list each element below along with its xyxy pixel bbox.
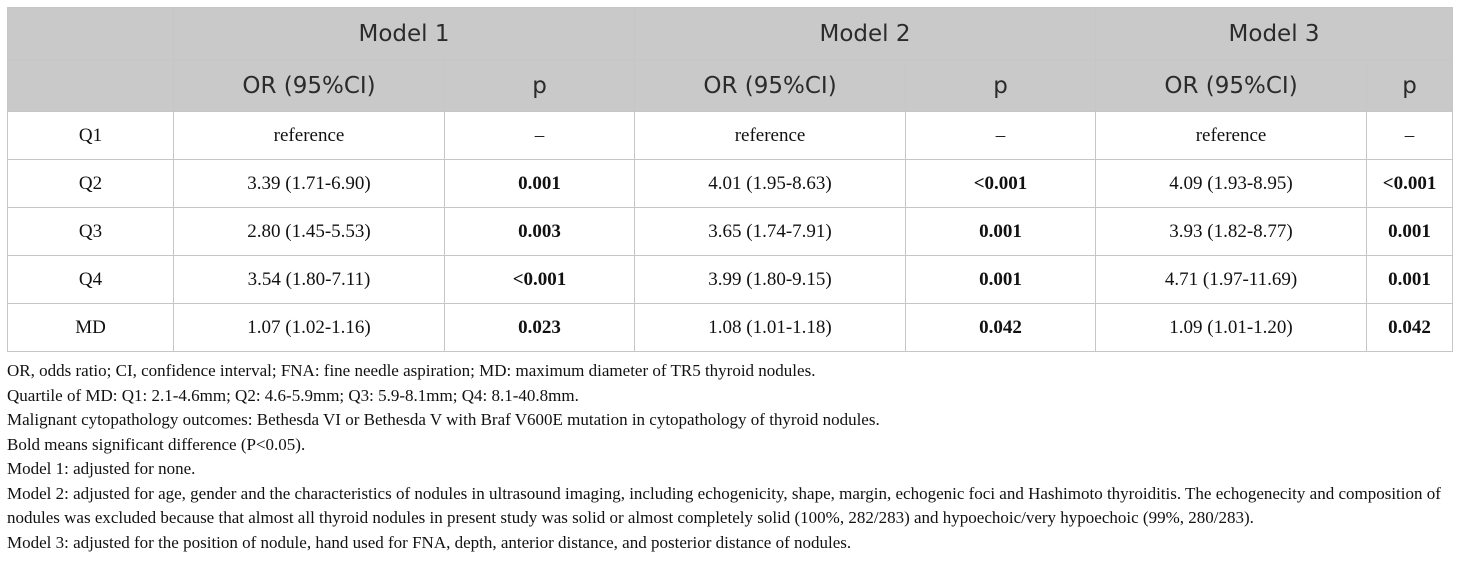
or-cell: 4.01 (1.95-8.63) (634, 159, 907, 208)
header-corner-cell (7, 7, 174, 60)
or-cell: 1.07 (1.02-1.16) (173, 303, 445, 352)
p-cell: – (905, 111, 1097, 160)
footnote-model-1: Model 1: adjusted for none. (7, 459, 196, 478)
footnote-bold: Bold means significant difference (P<0.0… (7, 434, 306, 454)
p-cell: 0.001 (443, 159, 636, 208)
model-1-or-header: OR (95%CI) (173, 59, 445, 112)
table-row: Q2 3.39 (1.71-6.90) 0.001 4.01 (1.95-8.6… (7, 159, 1454, 208)
or-cell: reference (634, 111, 907, 160)
or-cell: 1.08 (1.01-1.18) (634, 303, 907, 352)
or-cell: reference (173, 111, 445, 160)
row-label: Q4 (7, 255, 174, 304)
p-cell: <0.001 (443, 255, 636, 304)
or-cell: 4.09 (1.93-8.95) (1095, 159, 1368, 208)
p-cell: <0.001 (1366, 159, 1454, 208)
footnote-outcomes: Malignant cytopathology outcomes: Bethes… (7, 410, 880, 429)
model-3-p-header: p (1366, 59, 1454, 112)
or-cell: 4.71 (1.97-11.69) (1095, 255, 1368, 304)
p-cell: 0.023 (443, 303, 636, 352)
results-table: Model 1 Model 2 Model 3 OR (95%CI) p OR … (7, 7, 1454, 352)
row-label: Q2 (7, 159, 174, 208)
p-cell: – (443, 111, 636, 160)
p-cell: 0.042 (1366, 303, 1454, 352)
model-1-p-header: p (443, 59, 636, 112)
p-cell: 0.042 (905, 303, 1097, 352)
subheader-corner-cell (7, 59, 174, 112)
row-label: MD (7, 303, 174, 352)
footnote-quartiles: Quartile of MD: Q1: 2.1-4.6mm; Q2: 4.6-5… (7, 385, 579, 405)
or-cell: 3.39 (1.71-6.90) (173, 159, 445, 208)
model-2-p-header: p (905, 59, 1097, 112)
or-cell: reference (1095, 111, 1368, 160)
model-3-or-header: OR (95%CI) (1095, 59, 1368, 112)
footnote-model-2: Model 2: adjusted for age, gender and th… (7, 483, 1441, 528)
table-row: Q1 reference – reference – reference – (7, 111, 1454, 160)
or-cell: 3.93 (1.82-8.77) (1095, 207, 1368, 256)
p-cell: 0.001 (905, 207, 1097, 256)
model-2-header: Model 2 (634, 7, 1097, 60)
table-row: Q3 2.80 (1.45-5.53) 0.003 3.65 (1.74-7.9… (7, 207, 1454, 256)
or-cell: 3.54 (1.80-7.11) (173, 255, 445, 304)
table-row: MD 1.07 (1.02-1.16) 0.023 1.08 (1.01-1.1… (7, 303, 1454, 352)
or-cell: 3.99 (1.80-9.15) (634, 255, 907, 304)
or-cell: 1.09 (1.01-1.20) (1095, 303, 1368, 352)
row-label: Q1 (7, 111, 174, 160)
model-header-row: Model 1 Model 2 Model 3 (7, 7, 1454, 60)
or-cell: 2.80 (1.45-5.53) (173, 207, 445, 256)
model-3-header: Model 3 (1095, 7, 1454, 60)
row-label: Q3 (7, 207, 174, 256)
footnote-model-3: Model 3: adjusted for the position of no… (7, 532, 852, 552)
p-cell: <0.001 (905, 159, 1097, 208)
p-cell: – (1366, 111, 1454, 160)
subheader-row: OR (95%CI) p OR (95%CI) p OR (95%CI) p (7, 59, 1454, 112)
model-1-header: Model 1 (172, 7, 636, 60)
p-cell: 0.003 (443, 207, 636, 256)
or-cell: 3.65 (1.74-7.91) (634, 207, 907, 256)
p-cell: 0.001 (1366, 255, 1454, 304)
results-table-container: Model 1 Model 2 Model 3 OR (95%CI) p OR … (7, 7, 1454, 352)
model-2-or-header: OR (95%CI) (634, 59, 907, 112)
table-footnotes: OR, odds ratio; CI, confidence interval;… (7, 359, 1452, 555)
footnote-abbreviations: OR, odds ratio; CI, confidence interval;… (7, 361, 816, 380)
p-cell: 0.001 (1366, 207, 1454, 256)
table-row: Q4 3.54 (1.80-7.11) <0.001 3.99 (1.80-9.… (7, 255, 1454, 304)
p-cell: 0.001 (905, 255, 1097, 304)
